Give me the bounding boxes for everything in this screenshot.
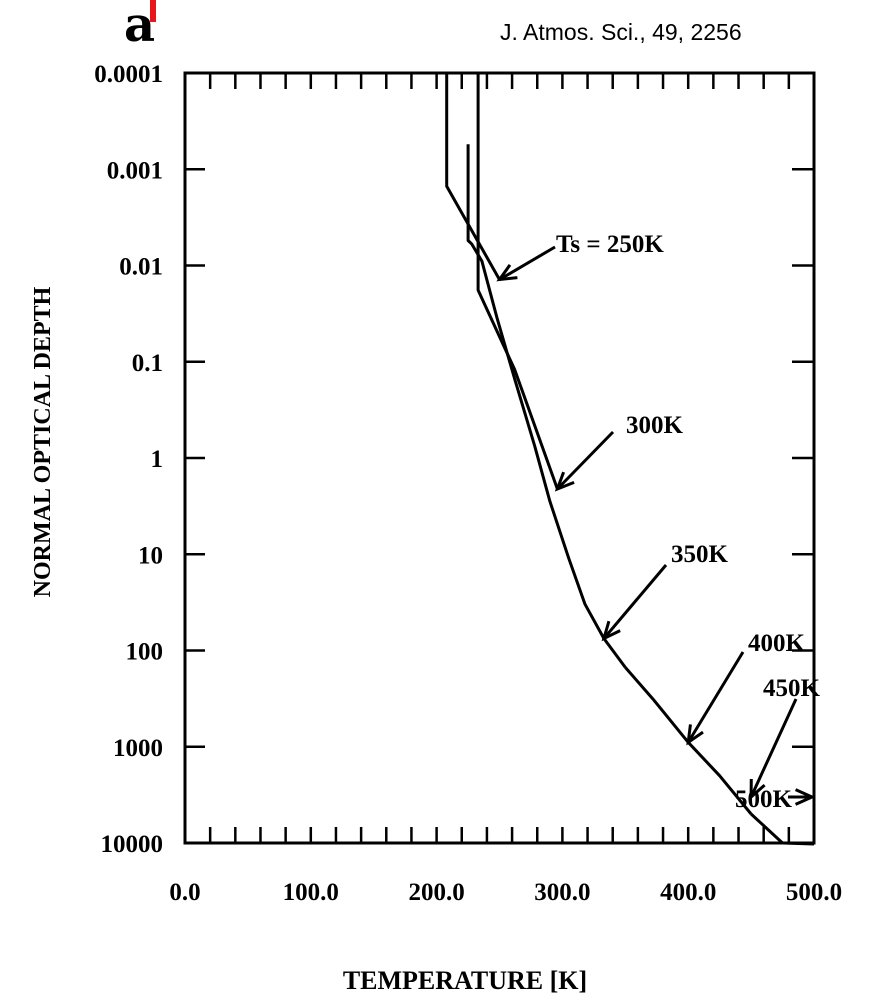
series-layer <box>445 73 815 846</box>
x-tick-label: 200.0 <box>408 879 464 906</box>
y-tick-label: 0.0001 <box>94 61 163 88</box>
annotation-arrowhead <box>554 471 575 492</box>
annotation-label: 500K <box>735 786 793 813</box>
y-tick-label: 100 <box>126 639 164 666</box>
annotation-arrow <box>749 698 798 798</box>
y-tick-label: 0.001 <box>107 157 163 184</box>
annotation-arrowhead <box>794 788 816 806</box>
annotation-label: 350K <box>671 541 729 568</box>
annotation-arrowhead <box>601 620 621 642</box>
y-tick-label: 1 <box>151 446 164 473</box>
series-line <box>476 73 559 490</box>
annotation-arrow <box>602 564 668 640</box>
annotation-arrowhead <box>496 264 518 282</box>
annotation-arrowhead <box>686 724 704 746</box>
x-minor-ticks <box>208 73 791 843</box>
x-tick-label: 500.0 <box>786 879 842 906</box>
panel-letter: a <box>124 0 155 53</box>
x-axis-label: TEMPERATURE [K] <box>343 966 587 995</box>
x-tick-labels: 0.0 100.0 200.0 300.0 400.0 500.0 <box>169 879 842 906</box>
y-tick-label: 0.01 <box>119 254 163 281</box>
annotation-label: 400K <box>748 630 806 657</box>
x-tick-label: 100.0 <box>283 879 339 906</box>
annotation-arrow <box>686 651 745 744</box>
series-line <box>687 741 753 815</box>
annotation-arrowhead <box>749 778 766 801</box>
y-tick-label: 10 <box>138 542 163 569</box>
annotation-label: Ts = 250K <box>556 231 664 258</box>
series-line <box>750 812 815 846</box>
annotation-arrow <box>556 430 615 491</box>
y-tick-labels: 0.0001 0.001 0.01 0.1 1 10 100 1000 10000 <box>94 61 205 858</box>
annotation-label: 450K <box>763 675 821 702</box>
y-axis-label: NORMAL OPTICAL DEPTH <box>30 286 56 597</box>
y-tick-label: 0.1 <box>132 350 163 377</box>
annotation-label: 300K <box>626 412 684 439</box>
series-line <box>466 144 627 669</box>
citation: J. Atmos. Sci., 49, 2256 <box>500 19 742 45</box>
annotation-arrow <box>498 245 556 281</box>
y-tick-label: 10000 <box>101 831 164 858</box>
series-line <box>445 73 501 281</box>
y-right-ticks <box>792 168 814 748</box>
annotation-layer: Ts = 250K 300K 350K 400K 450K 500K <box>496 231 821 813</box>
x-tick-label: 400.0 <box>660 879 716 906</box>
y-tick-label: 1000 <box>113 735 163 762</box>
x-tick-label: 300.0 <box>534 879 590 906</box>
series-line <box>624 666 690 744</box>
panel-letter-red-mark <box>150 0 156 22</box>
plot-frame <box>183 71 816 845</box>
x-tick-label: 0.0 <box>169 879 200 906</box>
